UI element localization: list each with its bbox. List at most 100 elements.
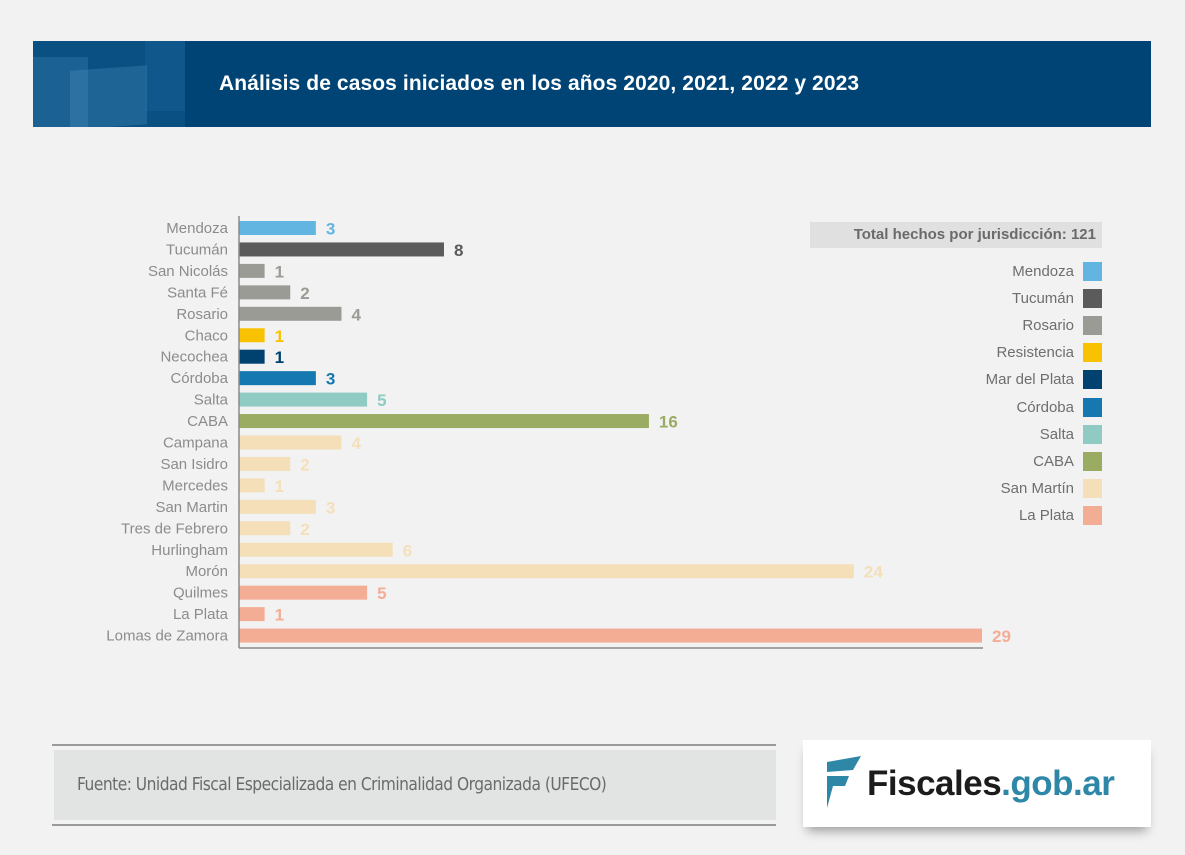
legend-title: Total hechos por jurisdicción: 121 <box>853 226 1096 243</box>
value-label: 1 <box>275 348 284 367</box>
bar <box>239 435 342 450</box>
category-label: Salta <box>194 392 229 409</box>
category-label: Santa Fé <box>167 284 228 301</box>
fiscales-logo: Fiscales.gob.ar <box>803 740 1151 827</box>
bar <box>239 306 342 321</box>
bar <box>239 628 982 643</box>
bar-chart: Mendoza 3 Tucumán 8 San Nicolás 1 Santa Fé 2 Ros… <box>106 216 1011 649</box>
category-label: Quilmes <box>173 585 228 602</box>
logo-main: Fiscales <box>867 764 1002 803</box>
bar <box>239 371 316 386</box>
value-label: 1 <box>275 327 284 346</box>
bar <box>239 392 368 407</box>
legend-item: Rosario <box>900 312 1102 339</box>
legend-label: Mendoza <box>1012 263 1074 281</box>
legend-item: Salta <box>900 421 1102 448</box>
category-label: La Plata <box>173 606 229 623</box>
bar <box>239 521 291 536</box>
footer-divider-bottom <box>52 824 776 826</box>
category-label: San Nicolás <box>148 263 228 280</box>
legend-swatch <box>1083 478 1102 498</box>
legend-item: CABA <box>900 448 1102 475</box>
value-label: 6 <box>403 541 412 560</box>
header-decoration <box>33 57 88 127</box>
bar <box>239 242 444 257</box>
legend-item: Córdoba <box>900 393 1102 420</box>
value-label: 2 <box>300 455 309 474</box>
header-banner: Análisis de casos iniciados en los años … <box>33 41 1151 127</box>
legend-label: La Plata <box>1018 506 1074 524</box>
value-label: 1 <box>275 262 284 281</box>
bar <box>239 542 393 557</box>
footer-divider-top <box>52 744 776 746</box>
value-label: 29 <box>992 627 1011 646</box>
category-label: Morón <box>185 563 228 580</box>
bar <box>239 564 854 579</box>
legend-item: Mendoza <box>900 258 1102 285</box>
logo-domain: .gob.ar <box>1001 764 1115 803</box>
chart-title: Análisis de casos iniciados en los años … <box>219 72 860 95</box>
bar <box>239 414 649 429</box>
legend-label: Tucumán <box>1012 290 1074 308</box>
legend-item: Tucumán <box>900 285 1102 312</box>
bar <box>239 221 316 235</box>
category-label: Córdoba <box>170 370 228 387</box>
value-label: 2 <box>300 520 309 539</box>
category-label: Mendoza <box>166 220 228 237</box>
value-label: 2 <box>300 284 309 303</box>
bar <box>239 585 368 600</box>
legend-swatch <box>1083 316 1102 336</box>
legend-label: San Martín <box>1000 479 1074 497</box>
value-label: 5 <box>377 584 386 603</box>
value-label: 3 <box>326 370 335 389</box>
source-box: Fuente: Unidad Fiscal Especializada en C… <box>54 750 776 820</box>
legend-label: Resistencia <box>996 344 1074 362</box>
legend-item: San Martín <box>900 475 1102 502</box>
value-label: 24 <box>864 563 883 582</box>
category-label: Tucumán <box>166 241 228 258</box>
value-label: 1 <box>275 606 284 625</box>
category-label: Lomas de Zamora <box>106 628 228 645</box>
legend-swatch <box>1083 262 1102 282</box>
legend-swatch <box>1083 451 1102 471</box>
category-label: Tres de Febrero <box>121 520 228 537</box>
bar <box>239 499 316 514</box>
value-label: 4 <box>351 305 361 324</box>
category-label: Chaco <box>185 327 228 344</box>
legend-swatch <box>1083 505 1102 525</box>
bar <box>239 607 265 622</box>
category-label: Hurlingham <box>151 542 228 559</box>
value-label: 3 <box>326 498 335 517</box>
value-label: 1 <box>275 477 284 496</box>
category-label: Necochea <box>160 349 228 366</box>
category-label: Mercedes <box>162 477 228 494</box>
value-label: 5 <box>377 391 386 410</box>
value-label: 8 <box>454 241 463 260</box>
legend-title-box: Total hechos por jurisdicción: 121 <box>810 222 1102 248</box>
legend-item: Mar del Plata <box>900 366 1102 393</box>
value-label: 4 <box>351 434 361 453</box>
category-label: Campana <box>163 435 229 452</box>
fiscales-f-icon <box>827 756 861 808</box>
bar <box>239 478 265 493</box>
legend-label: Mar del Plata <box>985 371 1074 389</box>
legend-item: La Plata <box>900 502 1102 529</box>
value-label: 3 <box>326 220 335 239</box>
legend: Mendoza Tucumán Rosario Resistencia Mar del … <box>900 258 1102 529</box>
bar <box>239 456 291 471</box>
legend-swatch <box>1083 397 1102 417</box>
legend-label: Córdoba <box>1016 398 1074 416</box>
logo-text: Fiscales.gob.ar <box>867 740 1115 827</box>
header-decoration <box>33 41 185 127</box>
legend-swatch <box>1083 424 1102 444</box>
legend-label: CABA <box>1033 452 1074 470</box>
category-label: San Isidro <box>160 456 228 473</box>
bar <box>239 263 265 278</box>
source-text: Fuente: Unidad Fiscal Especializada en C… <box>77 774 607 795</box>
value-label: 16 <box>659 413 678 432</box>
legend-swatch <box>1083 289 1102 309</box>
legend-label: Salta <box>1039 425 1074 443</box>
bar <box>239 328 265 343</box>
category-label: Rosario <box>176 306 228 323</box>
legend-swatch <box>1083 343 1102 363</box>
